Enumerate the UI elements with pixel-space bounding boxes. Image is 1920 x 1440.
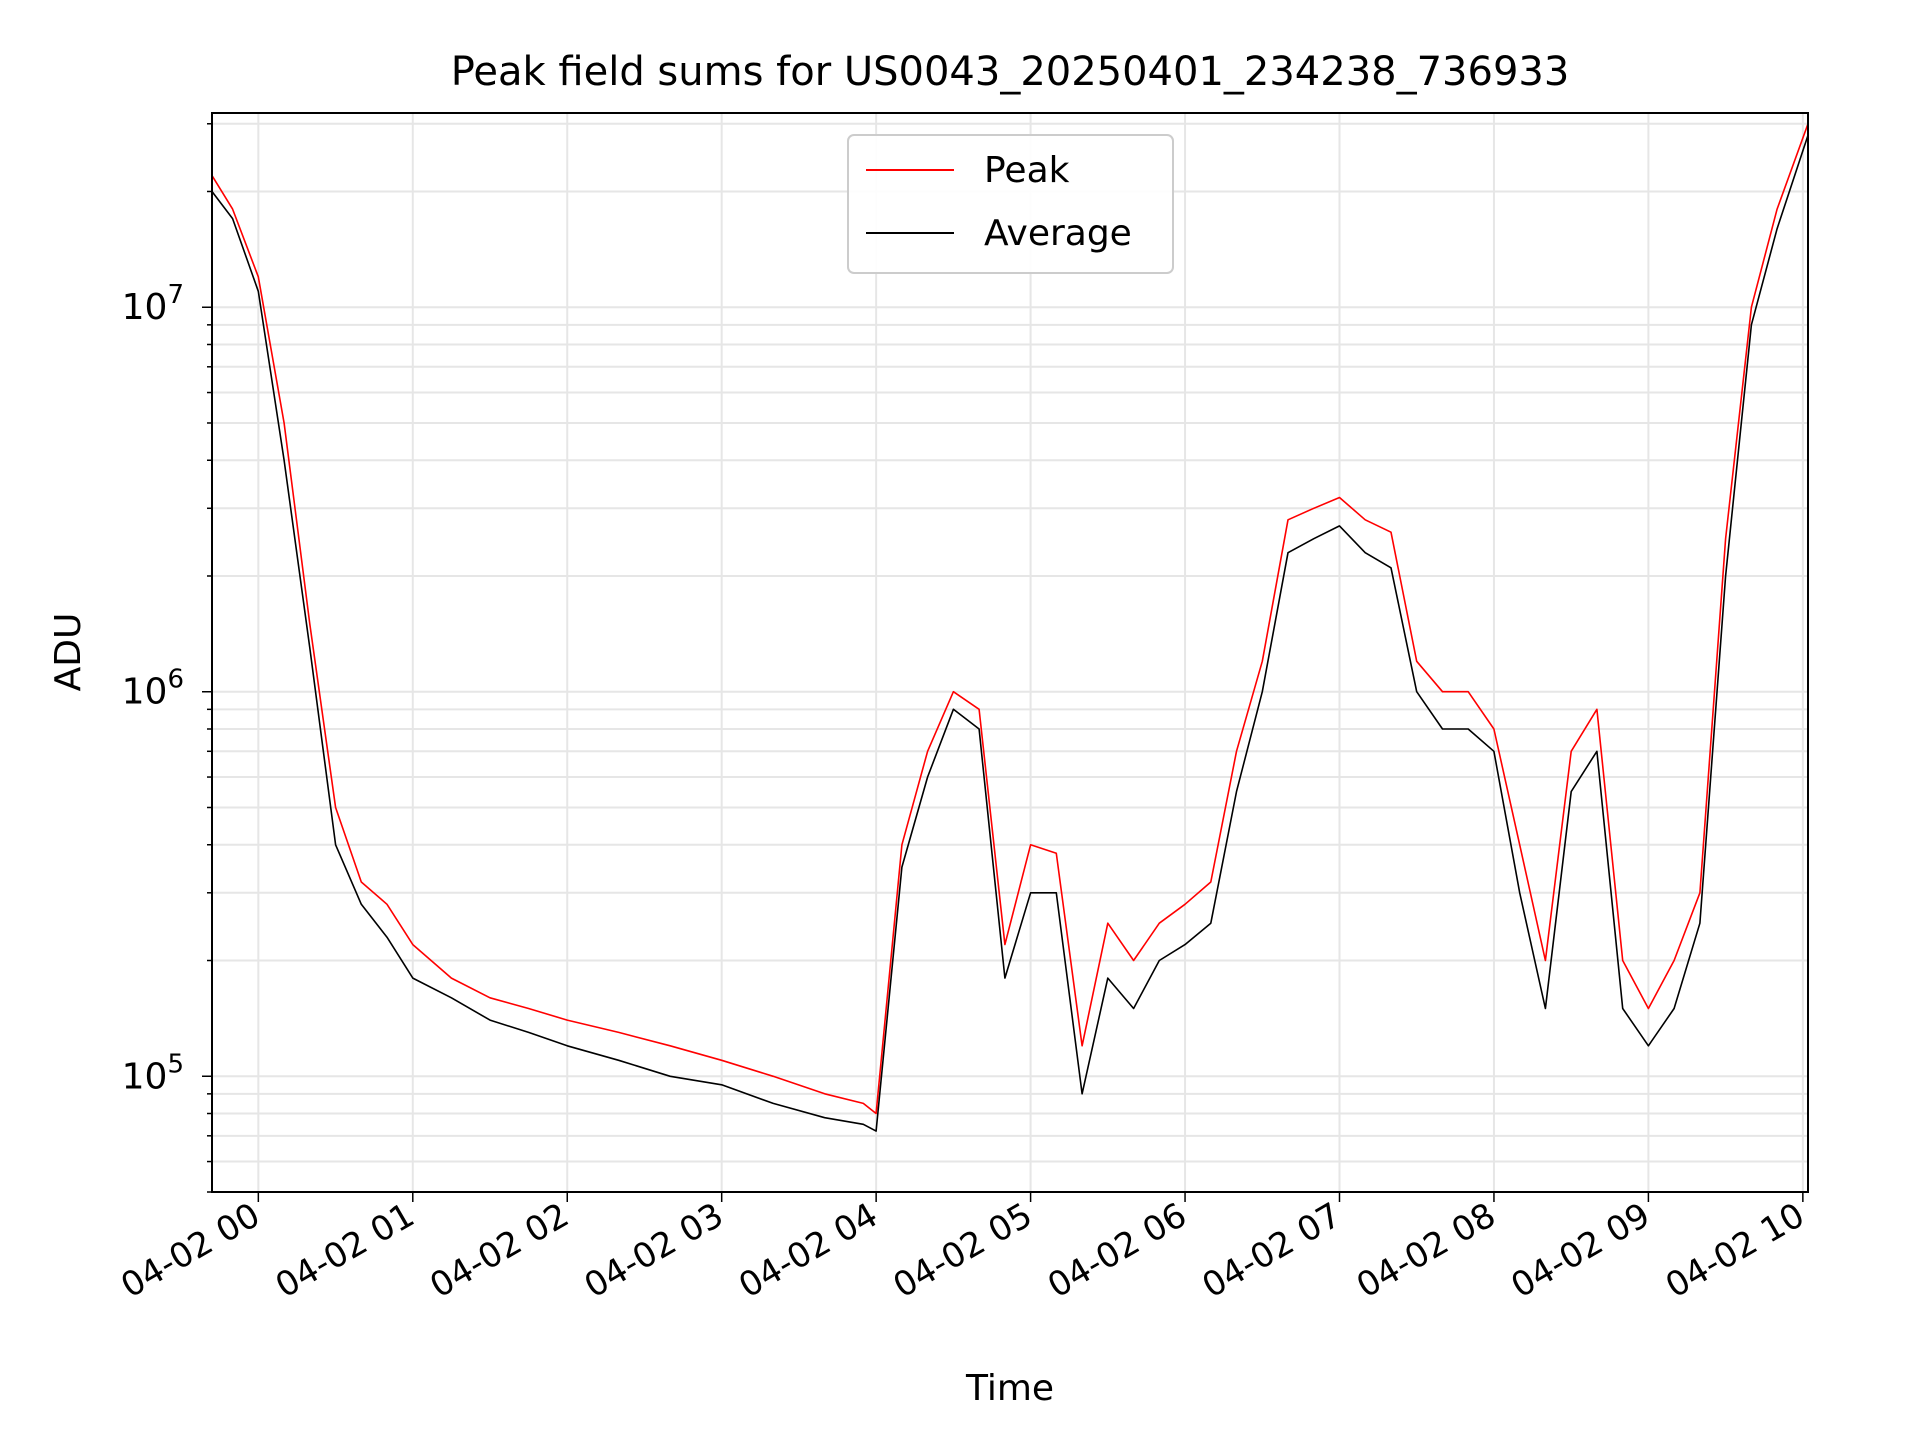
grid [212,113,1808,1193]
series-average-line [211,135,1809,1132]
plot-lines [211,123,1809,1132]
axes-frame [211,112,1809,1193]
legend-average-label: Average [984,213,1132,254]
y-tick-label: 106 [122,665,184,713]
legend: Peak Average [847,134,1174,274]
chart-title: Peak field sums for US0043_20250401_2342… [451,49,1570,95]
y-axis-label: ADU [48,613,89,692]
legend-peak-label: Peak [984,150,1070,191]
x-axis-label: Time [965,1368,1054,1409]
series-peak-line [211,123,1809,1115]
